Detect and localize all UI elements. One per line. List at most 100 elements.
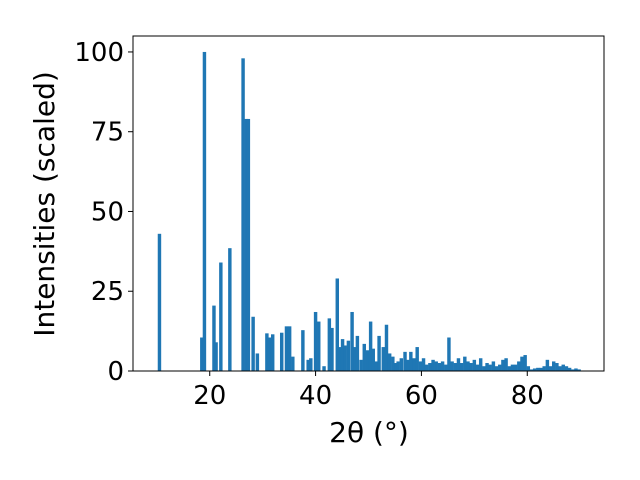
bar [353,347,357,371]
bar [552,361,556,371]
bar [555,363,559,371]
y-tick-label: 50 [91,197,124,227]
bar [228,248,232,371]
x-axis-ticks: 20 40 60 80 [193,371,544,411]
bar [494,366,499,371]
bar [371,348,375,371]
bar [384,324,389,371]
bar [488,364,492,371]
bar [453,363,458,371]
bar [327,318,332,371]
bar [539,367,543,371]
bar [529,369,534,371]
x-tick-label: 40 [299,381,332,411]
bar [577,369,581,371]
bar [396,361,400,371]
bar [365,350,370,371]
bar [517,361,521,371]
y-axis-title: Intensities (scaled) [28,71,61,337]
bar [558,366,562,371]
bar [346,340,351,371]
bar [284,326,289,371]
bar [200,337,204,371]
bar [212,305,216,371]
bar [478,358,483,371]
bar [330,327,334,371]
y-axis-ticks: 0 25 50 75 100 [74,38,133,387]
bar [157,233,162,371]
bar [459,363,464,371]
bar [202,51,207,371]
bar [571,369,575,371]
bar [434,361,438,371]
bar [267,337,272,371]
bar [309,358,313,371]
bar [450,361,454,371]
bar [507,366,511,371]
x-tick-label: 60 [405,381,438,411]
x-tick-label: 20 [193,381,226,411]
bar [574,368,578,371]
bar [251,316,255,371]
bar [542,366,546,371]
bar [255,353,260,371]
bar [355,335,360,371]
bar [498,364,502,371]
bar [418,361,423,371]
bar [561,364,565,371]
bar [362,343,366,371]
bar [424,364,429,371]
bar [469,363,473,371]
bar [520,356,524,371]
bar [335,278,339,371]
bar [214,342,218,371]
bar [567,367,572,371]
plot-frame [132,35,605,372]
bar [545,359,550,371]
bar [265,333,269,371]
bar [523,355,527,371]
bar [510,364,515,371]
bar [394,363,398,371]
bar [472,359,477,371]
bar [564,366,569,371]
bar [491,361,496,371]
bar [301,330,305,371]
bar [350,311,354,371]
bar [532,368,537,371]
bar [368,321,373,371]
bar [409,351,413,371]
bar [431,359,435,371]
bar [287,326,292,371]
bar [313,311,318,371]
x-axis-title: 2θ (°) [329,416,409,449]
bar-series [157,51,581,371]
bar [340,339,345,371]
y-tick-label: 75 [91,118,124,148]
bar [412,358,416,371]
bar [428,363,432,371]
bar [322,366,326,371]
bar [437,363,442,371]
bar [463,356,467,371]
y-tick-label: 0 [107,357,124,387]
bar [306,359,310,371]
bar [485,363,489,371]
bar [421,358,426,371]
bar [359,359,363,371]
bar [548,366,553,371]
bar [440,361,445,371]
bar [317,321,321,371]
bar [391,356,395,371]
bar [377,335,381,371]
bar [447,337,451,371]
bar [475,364,480,371]
bar [219,262,223,371]
bar [482,366,486,371]
bar [241,58,245,371]
bar [513,364,518,371]
bar [381,347,386,371]
y-tick-label: 100 [74,38,124,68]
bar [279,332,284,371]
